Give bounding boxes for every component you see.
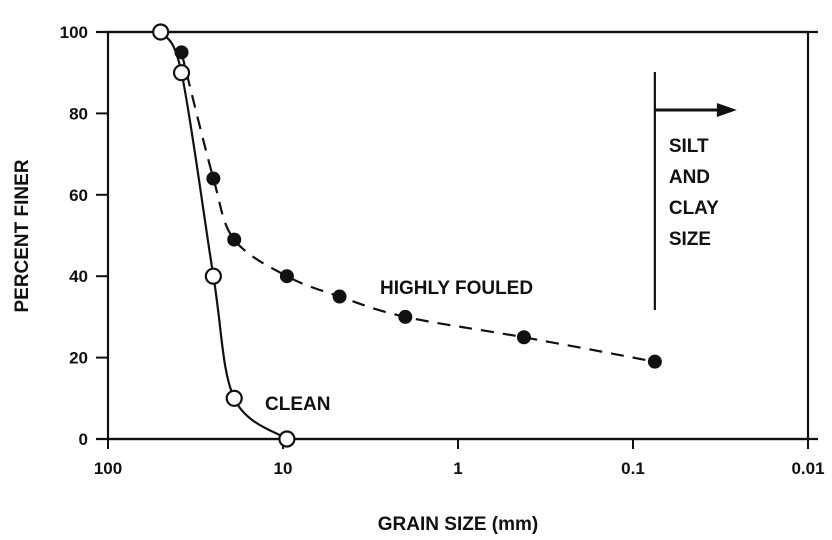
x-tick-label: 0.01: [791, 459, 824, 478]
silt-clay-annotation: SILT AND CLAY SIZE: [653, 72, 737, 310]
silt-annotation-line: CLAY: [669, 198, 719, 219]
axis-ticks: 0 20 40 60 80 100 100 10 1 0.1 0.01: [60, 23, 825, 478]
clean-point: [225, 389, 243, 407]
x-tick-label: 100: [94, 459, 122, 478]
y-tick-label: 20: [69, 349, 88, 368]
y-tick-label: 100: [60, 23, 88, 42]
highly-fouled-point: [647, 354, 662, 369]
highly-fouled-point: [279, 269, 294, 284]
highly-fouled-point: [398, 309, 413, 324]
highly-fouled-point: [332, 289, 347, 304]
series-label-highly-fouled: HIGHLY FOULED: [380, 278, 533, 299]
y-tick-label: 40: [69, 267, 88, 286]
x-axis-label: GRAIN SIZE (mm): [378, 514, 538, 535]
x-tick-label: 1: [453, 459, 462, 478]
highly-fouled-line: [180, 52, 656, 363]
clean-point: [172, 64, 191, 82]
highly-fouled-point: [174, 45, 189, 60]
x-tick-label: 0.1: [621, 459, 645, 478]
clean-point: [152, 23, 170, 41]
silt-annotation-line: AND: [669, 167, 710, 188]
highly-fouled-point: [206, 171, 221, 186]
clean-point: [204, 267, 222, 285]
highly-fouled-point: [227, 232, 242, 247]
silt-annotation-line: SIZE: [669, 229, 711, 250]
y-tick-label: 80: [69, 104, 88, 123]
silt-annotation-line: SILT: [669, 136, 709, 157]
highly-fouled-point: [516, 330, 531, 345]
y-axis-label: PERCENT FINER: [12, 159, 33, 312]
series-label-clean: CLEAN: [265, 394, 330, 415]
clean-line: [159, 31, 288, 440]
y-tick-label: 0: [79, 430, 88, 449]
series-points: [152, 23, 662, 448]
y-tick-label: 60: [69, 186, 88, 205]
silt-arrow-head: [716, 103, 737, 117]
x-tick-label: 10: [274, 459, 293, 478]
clean-point: [278, 430, 296, 448]
